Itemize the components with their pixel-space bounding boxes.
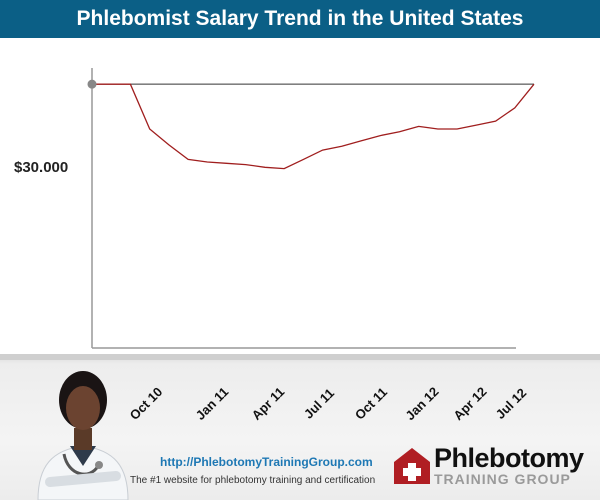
logo-subtitle: TRAINING GROUP: [434, 471, 571, 487]
footer-divider: [0, 354, 600, 360]
chart-area: [0, 38, 600, 354]
medical-cross-logo-icon: [394, 448, 430, 484]
y-tick-label: $30.000: [14, 159, 69, 176]
website-url: http://PhlebotomyTrainingGroup.com: [160, 455, 373, 469]
salary-line-chart: [87, 68, 535, 349]
chart-title: Phlebomist Salary Trend in the United St…: [76, 7, 524, 30]
chart-title-banner: Phlebomist Salary Trend in the United St…: [0, 0, 600, 38]
y-axis-value-marker: [87, 79, 97, 89]
logo-wordmark: Phlebotomy: [434, 443, 584, 473]
tagline: The #1 website for phlebotomy training a…: [130, 475, 376, 486]
doctor-illustration: [37, 371, 129, 500]
salary-series-line: [92, 83, 535, 170]
